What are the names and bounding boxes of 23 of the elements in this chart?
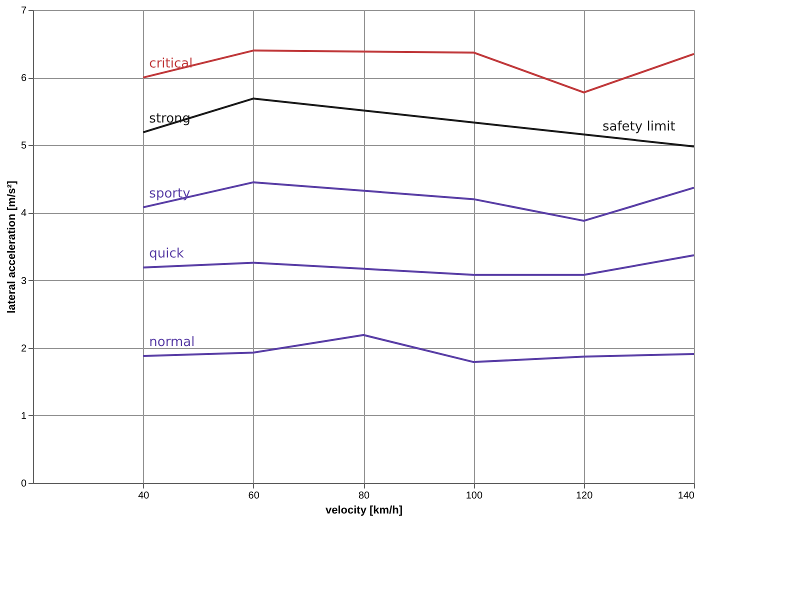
y-tick-label: 7 <box>20 6 27 16</box>
x-tick-label: 100 <box>466 490 483 502</box>
y-axis-title: lateral acceleration [m/s²] <box>6 180 18 314</box>
annotation: safety limit <box>602 119 676 134</box>
series-label: quick <box>149 246 184 262</box>
line-series <box>142 181 695 222</box>
y-tick-label: 2 <box>20 343 27 354</box>
y-tick-label: 3 <box>20 276 27 287</box>
line-series <box>142 50 695 94</box>
x-tick-label: 40 <box>138 490 150 502</box>
y-tick-label: 5 <box>20 140 27 152</box>
x-tick-label: 80 <box>358 490 370 502</box>
x-tick-label: 60 <box>248 490 260 502</box>
series-label: normal <box>149 334 195 350</box>
y-tick-label: 0 <box>20 478 27 490</box>
x-tick-label: 120 <box>576 490 594 502</box>
x-tick-label: 140 <box>678 490 695 502</box>
y-tick-label: 6 <box>20 73 27 84</box>
y-tick-label: 4 <box>20 208 27 220</box>
x-axis-title: velocity [km/h] <box>325 504 403 516</box>
y-tick-label: 1 <box>20 410 27 422</box>
series-label: sporty <box>149 186 191 202</box>
line-series <box>142 334 695 364</box>
